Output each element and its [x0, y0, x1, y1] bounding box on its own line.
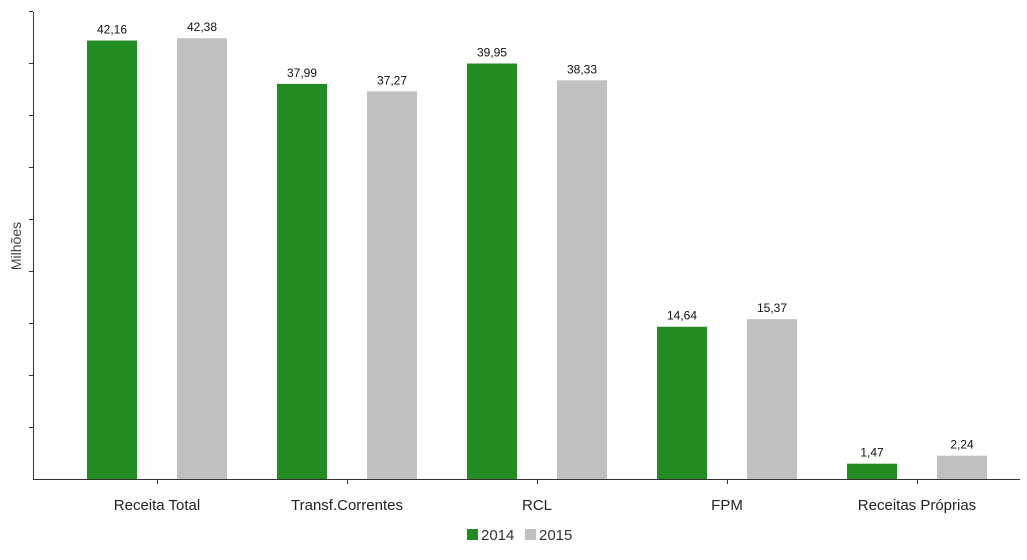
- data-label-2015-1: 42,38: [187, 20, 217, 34]
- data-label-2014-5: 1,47: [860, 446, 884, 460]
- bar-2015-4[interactable]: [747, 319, 797, 479]
- legend-label-2015[interactable]: 2015: [539, 527, 572, 544]
- data-labels-group: 42,16 42,38 37,99 37,27 39,95 38,33 14,64 15,37…: [97, 20, 974, 459]
- category-label-5: Receitas Próprias: [858, 497, 976, 514]
- x-axis-ticks: [157, 479, 918, 484]
- bar-2014-4[interactable]: [657, 326, 707, 479]
- category-label-2: Transf.Correntes: [291, 497, 403, 514]
- data-label-2015-5: 2,24: [950, 438, 974, 452]
- data-label-2015-4: 15,37: [757, 301, 787, 315]
- category-label-4: FPM: [711, 497, 743, 514]
- y-axis-label: Milhões: [8, 222, 24, 270]
- legend-swatch-2014[interactable]: [467, 529, 478, 540]
- data-label-2014-1: 42,16: [97, 23, 127, 37]
- y-axis-ticks: [29, 11, 33, 428]
- legend: 2014 2015: [467, 527, 572, 544]
- bar-2014-1[interactable]: [87, 40, 137, 479]
- data-label-2014-3: 39,95: [477, 46, 507, 60]
- bars-group: [87, 38, 987, 480]
- category-label-3: RCL: [522, 497, 552, 514]
- chart-axes: [33, 12, 1020, 480]
- legend-label-2014[interactable]: 2014: [481, 527, 514, 544]
- bar-2015-2[interactable]: [367, 91, 417, 479]
- bar-2015-5[interactable]: [937, 455, 987, 479]
- bar-2014-2[interactable]: [277, 83, 327, 480]
- category-labels-group: Receita Total Transf.Correntes RCL FPM Recei…: [114, 497, 976, 514]
- bar-2015-3[interactable]: [557, 80, 607, 480]
- data-label-2014-2: 37,99: [287, 66, 317, 80]
- category-label-1: Receita Total: [114, 497, 200, 514]
- data-label-2015-2: 37,27: [377, 73, 407, 87]
- bar-2014-5[interactable]: [847, 463, 897, 479]
- bar-2015-1[interactable]: [177, 38, 227, 480]
- legend-swatch-2015[interactable]: [525, 529, 536, 540]
- bar-2014-3[interactable]: [467, 63, 517, 480]
- data-label-2015-3: 38,33: [567, 62, 597, 76]
- data-label-2014-4: 14,64: [667, 309, 697, 323]
